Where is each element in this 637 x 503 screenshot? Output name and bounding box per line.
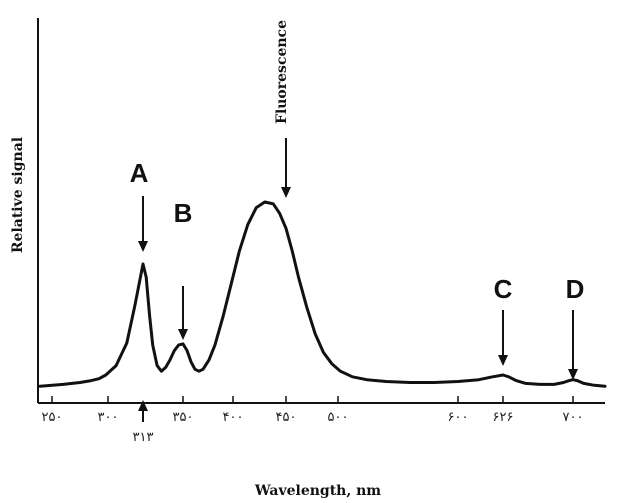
x-tick-label: ۷۰۰	[563, 410, 584, 425]
x-tick-label: ۲۵۰	[42, 410, 63, 425]
peak-label-c: C	[494, 274, 513, 304]
arrow-c	[498, 310, 508, 366]
label-313: ۳۱۳	[133, 430, 154, 445]
x-tick-label: ۶۲۶	[493, 410, 514, 425]
y-axis-label: Relative signal	[10, 137, 26, 253]
arrow-d	[568, 310, 578, 380]
x-tick-label: ۴۰۰	[223, 410, 244, 425]
peak-label-b: B	[174, 198, 193, 228]
peak-label-a: A	[130, 158, 149, 188]
x-tick-label: ۴۵۰	[276, 410, 297, 425]
x-tick-label: ۶۰۰	[448, 410, 469, 425]
arrow-fluorescence	[281, 138, 291, 198]
axes	[37, 18, 605, 404]
peak-label-d: D	[566, 274, 585, 304]
fluorescence-label: Fluorescence	[274, 20, 290, 124]
x-tick-label: ۳۵۰	[173, 410, 194, 425]
x-tick-label: ۳۰۰	[98, 410, 119, 425]
arrow-b	[178, 286, 188, 340]
x-axis-label: Wavelength, nm	[254, 483, 381, 499]
x-tick-label: ۵۰۰	[328, 410, 349, 425]
spectrum-line	[38, 200, 607, 388]
arrow-a	[138, 196, 148, 252]
arrow-313	[138, 400, 148, 422]
